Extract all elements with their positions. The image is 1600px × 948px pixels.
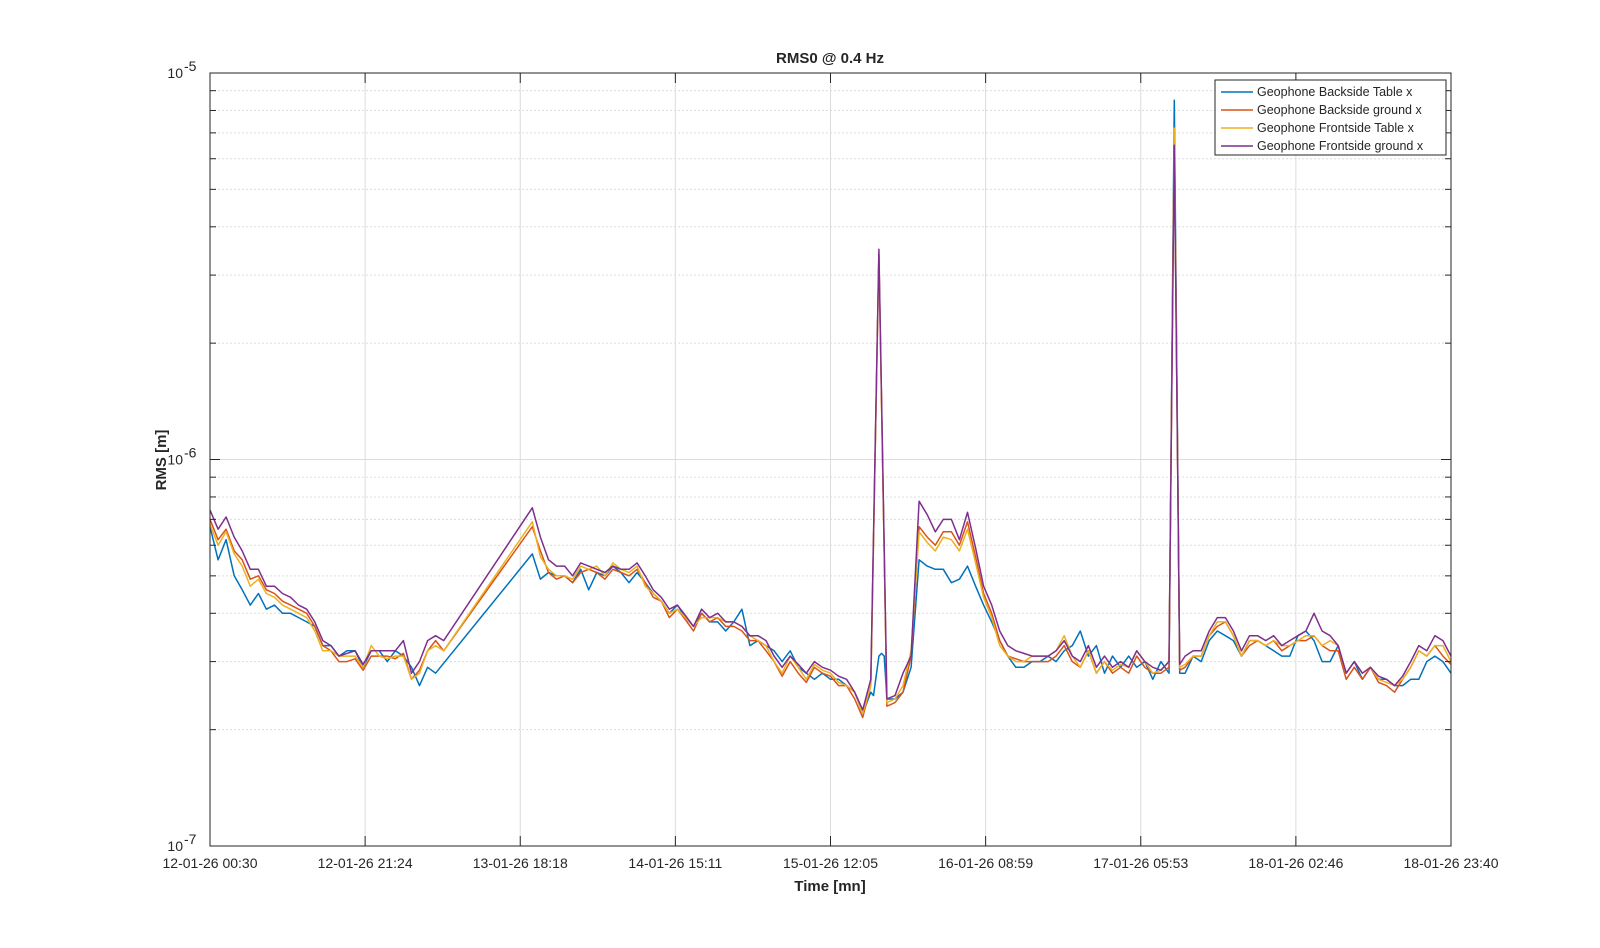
x-tick-label: 14-01-26 15:11 (628, 855, 722, 871)
y-tick-label: 10 -6 (167, 445, 196, 468)
y-axis-label: RMS [m] (153, 430, 170, 491)
x-tick-label: 18-01-26 23:40 (1404, 855, 1499, 871)
y-tick-exponent: -5 (184, 58, 197, 74)
axis-ticks (209, 72, 1452, 847)
x-tick-label: 17-01-26 05:53 (1093, 855, 1188, 871)
series-line (209, 144, 1452, 711)
y-tick-labels: 10-710-610-5 (167, 58, 196, 854)
y-tick-label: 10 -5 (167, 58, 196, 81)
x-tick-label: 12-01-26 00:30 (163, 855, 258, 871)
x-tick-label: 12-01-26 21:24 (318, 855, 413, 871)
chart-title: RMS0 @ 0.4 Hz (776, 50, 884, 67)
x-tick-label: 15-01-26 12:05 (783, 855, 878, 871)
y-tick-base: 10 (167, 452, 183, 468)
legend-label: Geophone Backside Table x (1257, 85, 1413, 99)
x-tick-label: 18-01-26 02:46 (1248, 855, 1343, 871)
x-tick-label: 16-01-26 08:59 (938, 855, 1033, 871)
series-layer (209, 99, 1452, 719)
legend-label: Geophone Backside ground x (1257, 103, 1422, 117)
legend-items: Geophone Backside Table x Geophone Backsi… (1221, 85, 1424, 153)
x-axis-label: Time [mn] (794, 878, 865, 895)
y-tick-label: 10 -7 (167, 831, 196, 854)
x-tick-labels: 12-01-26 00:30 12-01-26 21:24 13-01-26 18:… (163, 855, 1499, 871)
y-tick-base: 10 (167, 838, 183, 854)
legend: Geophone Backside Table x Geophone Backsi… (1214, 79, 1447, 156)
y-tick-exponent: -6 (184, 445, 197, 461)
y-tick-exponent: -7 (184, 831, 197, 847)
legend-box (1214, 79, 1447, 156)
x-tick-label: 13-01-26 18:18 (473, 855, 568, 871)
legend-label: Geophone Frontside ground x (1257, 139, 1424, 153)
y-tick-base: 10 (167, 65, 183, 81)
legend-label: Geophone Frontside Table x (1257, 121, 1415, 135)
